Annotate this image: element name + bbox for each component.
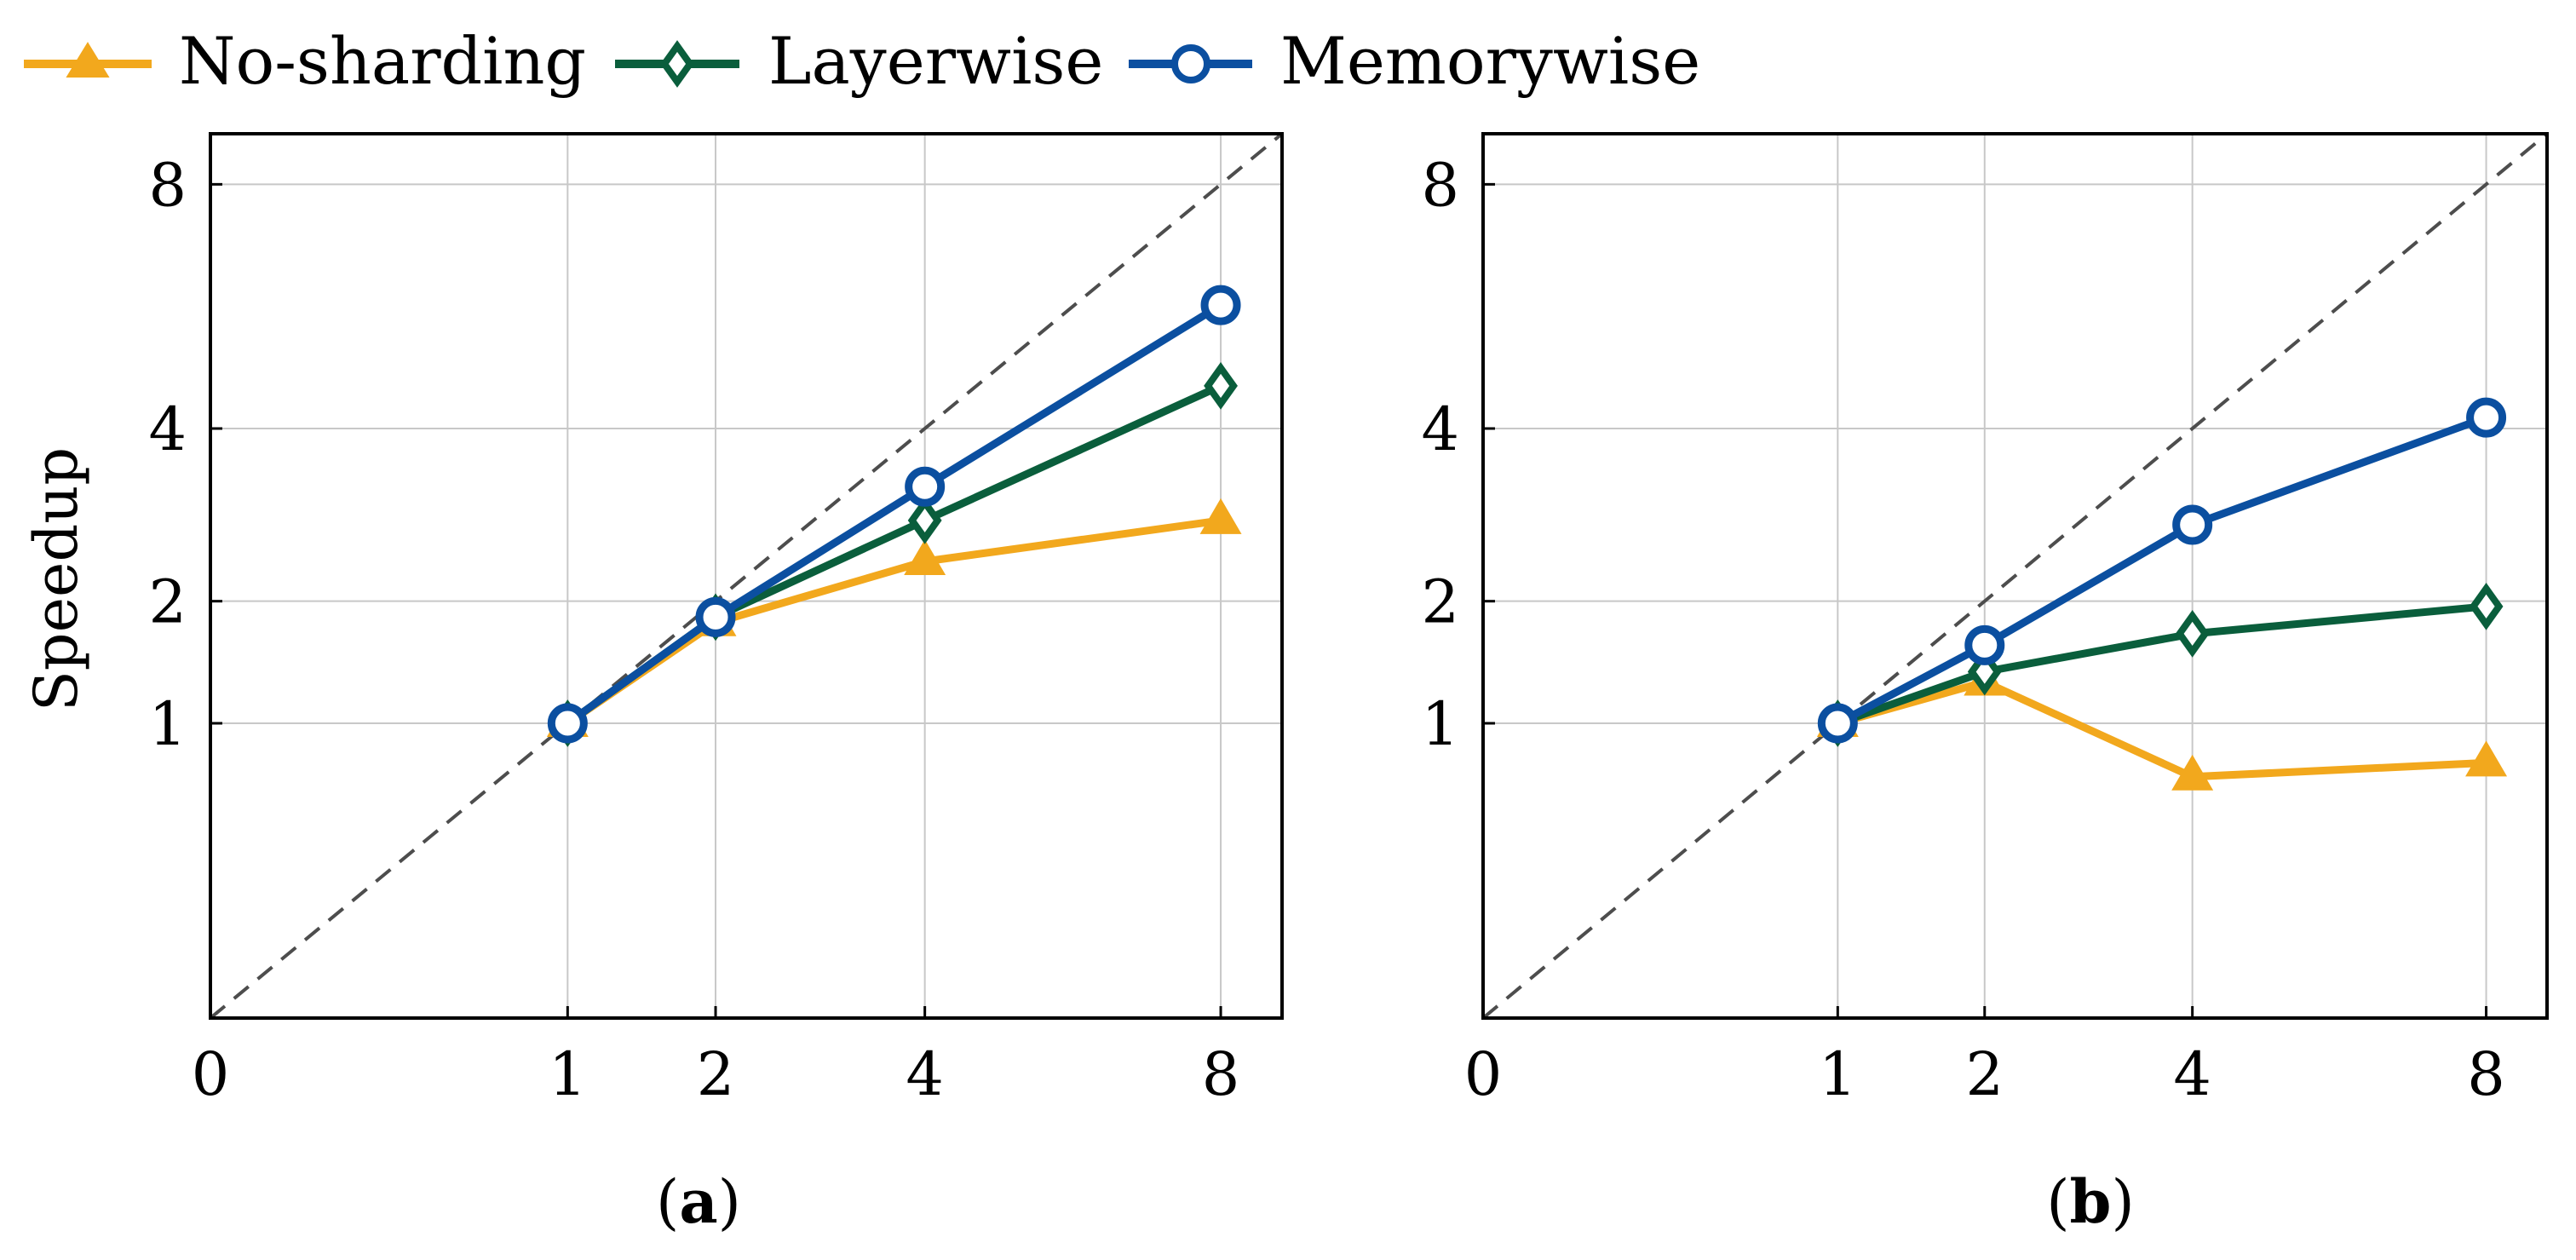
- y-tick-label-b-8: 8: [1421, 150, 1459, 220]
- data-point-a-memorywise-2: [695, 596, 736, 637]
- series-line-a-memorywise: [565, 302, 1223, 727]
- series-line-b-layerwise: [1836, 602, 2487, 728]
- data-point-a-no-sharding-8: [1199, 498, 1242, 534]
- data-point-a-layerwise-4: [907, 497, 942, 544]
- y-tick-label-b-1: 1: [1421, 689, 1459, 759]
- x-tick-label-b-2: 2: [1966, 1039, 2004, 1109]
- data-point-a-no-sharding-4: [904, 539, 946, 575]
- x-tick-label-a-0: 0: [192, 1039, 230, 1109]
- data-point-a-memorywise-1: [547, 703, 588, 744]
- x-tick-label-a-1: 1: [549, 1039, 587, 1109]
- legend-label-layerwise: Layerwise: [768, 23, 1103, 99]
- x-tick-label-b-0: 0: [1464, 1039, 1503, 1109]
- data-point-a-memorywise-4: [905, 466, 946, 507]
- legend-entry-layerwise: Layerwise: [615, 23, 1103, 99]
- y-tick-label-a-2: 2: [148, 567, 187, 637]
- data-point-b-no-sharding-8: [2465, 740, 2508, 777]
- series-line-a-no-sharding: [565, 516, 1222, 727]
- x-tick-label-a-2: 2: [697, 1039, 735, 1109]
- x-tick-label-b-4: 4: [2173, 1039, 2211, 1109]
- caption-b-letter: b: [2070, 1166, 2112, 1237]
- y-tick-label-a-8: 8: [148, 150, 187, 220]
- y-tick-label-a-1: 1: [148, 689, 187, 759]
- triangle-marker-icon: [66, 42, 110, 78]
- x-tick-label-a-4: 4: [906, 1039, 944, 1109]
- legend-entry-no-sharding: No-sharding: [24, 23, 586, 99]
- legend-entry-memorywise: Memorywise: [1129, 23, 1700, 99]
- y-tick-label-b-2: 2: [1421, 567, 1459, 637]
- caption-a-open: (: [656, 1167, 679, 1237]
- data-point-a-layerwise-8: [1204, 362, 1238, 410]
- y-tick-label-a-4: 4: [148, 394, 187, 464]
- series-line-a-layerwise: [565, 382, 1222, 727]
- circle-marker-icon: [1171, 44, 1210, 83]
- series-line-b-no-sharding: [1837, 678, 2487, 781]
- reference-line-b: [1481, 132, 2549, 1020]
- data-point-b-memorywise-2: [1964, 624, 2005, 665]
- x-tick-label-a-8: 8: [1202, 1039, 1240, 1109]
- caption-b-open: (: [2046, 1167, 2069, 1237]
- legend-label-no-sharding: No-sharding: [179, 23, 586, 99]
- data-point-b-memorywise-8: [2466, 397, 2507, 438]
- caption-a-close: ): [718, 1167, 741, 1237]
- y-tick-label-b-4: 4: [1421, 394, 1459, 464]
- data-point-b-no-sharding-4: [2171, 754, 2214, 791]
- plot-frame-a: [209, 132, 1284, 1020]
- caption-a: (a): [656, 1166, 741, 1237]
- data-point-b-memorywise-4: [2172, 504, 2213, 545]
- caption-b: (b): [2046, 1166, 2135, 1237]
- caption-a-letter: a: [679, 1166, 717, 1237]
- data-point-b-layerwise-8: [2469, 582, 2504, 630]
- reference-line-a: [209, 132, 1284, 1020]
- caption-b-close: ): [2111, 1167, 2134, 1237]
- data-point-b-memorywise-1: [1817, 703, 1858, 744]
- y-axis-label: Speedup: [21, 447, 91, 711]
- plot-frame-b: [1481, 132, 2549, 1020]
- legend: No-sharding Layerwise Memorywise: [24, 23, 1700, 99]
- data-point-b-layerwise-4: [2175, 609, 2210, 658]
- diamond-marker-icon: [660, 40, 694, 88]
- x-tick-label-b-8: 8: [2467, 1039, 2505, 1109]
- x-tick-label-b-1: 1: [1819, 1039, 1857, 1109]
- series-line-b-memorywise: [1836, 413, 2488, 727]
- legend-label-memorywise: Memorywise: [1280, 23, 1700, 99]
- data-point-a-memorywise-8: [1200, 285, 1241, 325]
